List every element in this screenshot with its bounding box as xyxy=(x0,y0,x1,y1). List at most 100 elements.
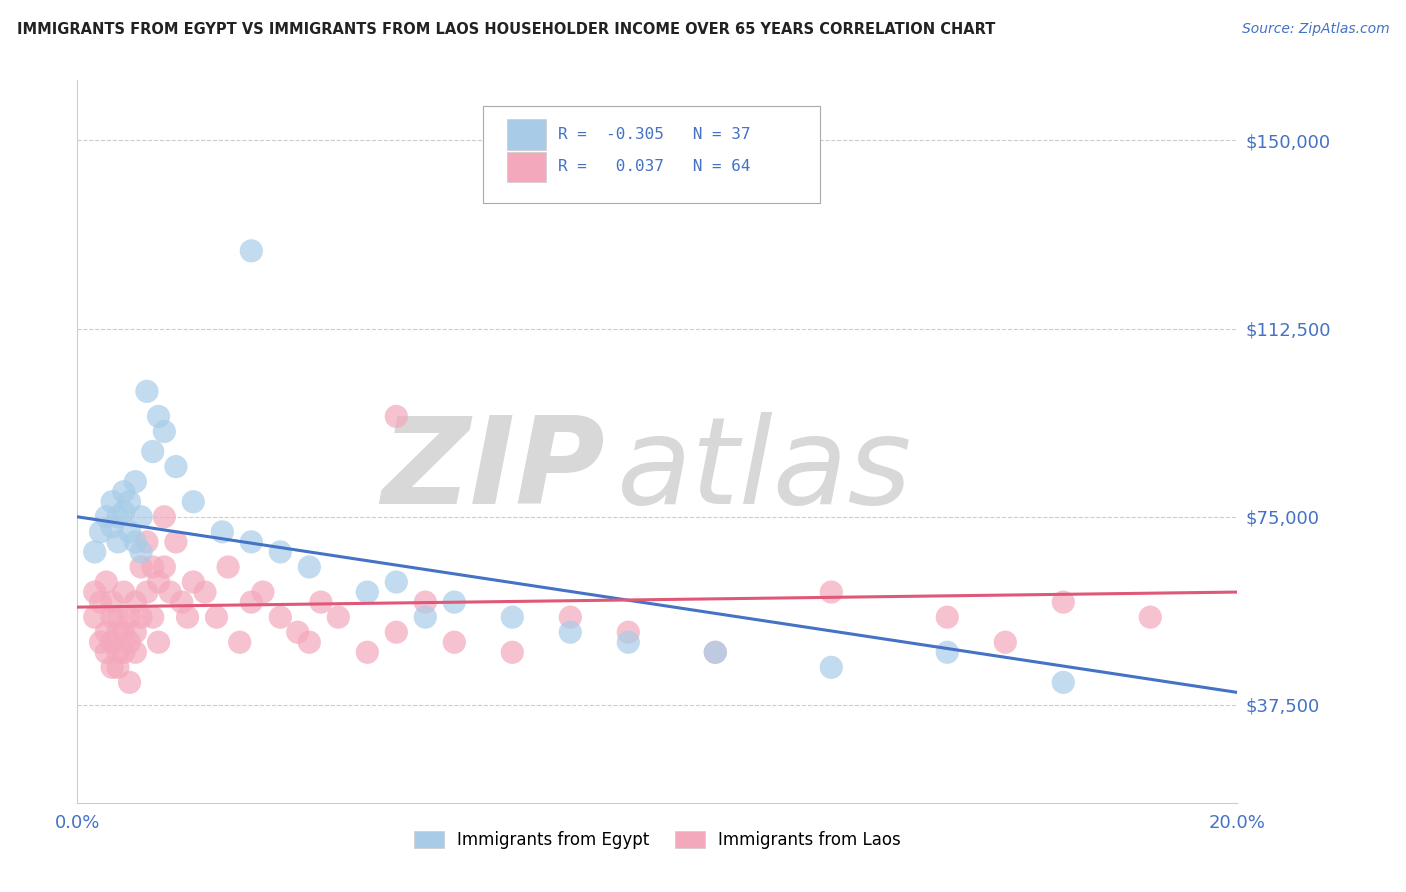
Point xyxy=(936,610,959,624)
Point xyxy=(298,560,321,574)
Point xyxy=(148,574,170,589)
Point xyxy=(501,645,523,659)
Point xyxy=(136,585,159,599)
Point xyxy=(217,560,239,574)
Point xyxy=(107,509,129,524)
Point xyxy=(153,509,176,524)
Point xyxy=(107,610,129,624)
Point xyxy=(124,595,146,609)
Point xyxy=(252,585,274,599)
Point xyxy=(118,494,141,508)
Point xyxy=(148,409,170,424)
Point xyxy=(269,610,291,624)
Point xyxy=(385,409,408,424)
Point xyxy=(101,635,124,649)
Point xyxy=(107,660,129,674)
Point xyxy=(704,645,727,659)
Point xyxy=(112,585,135,599)
Point xyxy=(153,425,176,439)
Point xyxy=(617,635,640,649)
FancyBboxPatch shape xyxy=(506,120,546,150)
Text: Source: ZipAtlas.com: Source: ZipAtlas.com xyxy=(1241,22,1389,37)
Point xyxy=(356,645,378,659)
Point xyxy=(107,625,129,640)
Point xyxy=(385,574,408,589)
Point xyxy=(112,645,135,659)
Point xyxy=(101,610,124,624)
Point xyxy=(240,244,263,258)
Point xyxy=(936,645,959,659)
Point xyxy=(1139,610,1161,624)
Point xyxy=(142,444,165,458)
Point xyxy=(228,635,252,649)
Point xyxy=(994,635,1017,649)
Point xyxy=(101,494,124,508)
Point xyxy=(269,545,291,559)
Point xyxy=(205,610,228,624)
Point xyxy=(124,534,146,549)
Point xyxy=(560,625,582,640)
Point xyxy=(413,610,436,624)
Point xyxy=(240,595,263,609)
Point xyxy=(118,635,141,649)
Text: atlas: atlas xyxy=(617,412,912,529)
Point xyxy=(176,610,198,624)
Point xyxy=(142,610,165,624)
FancyBboxPatch shape xyxy=(506,152,546,182)
Point xyxy=(101,520,124,534)
Point xyxy=(183,494,205,508)
Point xyxy=(443,635,465,649)
Point xyxy=(83,585,105,599)
Point xyxy=(560,610,582,624)
Point xyxy=(356,585,378,599)
FancyBboxPatch shape xyxy=(484,105,820,203)
Point xyxy=(501,610,523,624)
Point xyxy=(165,459,187,474)
Point xyxy=(148,635,170,649)
Point xyxy=(112,484,135,499)
Text: R =   0.037   N = 64: R = 0.037 N = 64 xyxy=(558,160,749,175)
Point xyxy=(820,585,842,599)
Point xyxy=(129,610,152,624)
Point xyxy=(129,509,152,524)
Point xyxy=(124,625,146,640)
Point xyxy=(1052,675,1074,690)
Point xyxy=(183,574,205,589)
Point xyxy=(112,505,135,519)
Point xyxy=(820,660,842,674)
Text: IMMIGRANTS FROM EGYPT VS IMMIGRANTS FROM LAOS HOUSEHOLDER INCOME OVER 65 YEARS C: IMMIGRANTS FROM EGYPT VS IMMIGRANTS FROM… xyxy=(17,22,995,37)
Point xyxy=(129,560,152,574)
Point xyxy=(107,534,129,549)
Point xyxy=(118,610,141,624)
Point xyxy=(385,625,408,640)
Point xyxy=(443,595,465,609)
Point xyxy=(328,610,350,624)
Point xyxy=(413,595,436,609)
Point xyxy=(165,534,187,549)
Point xyxy=(101,595,124,609)
Legend: Immigrants from Egypt, Immigrants from Laos: Immigrants from Egypt, Immigrants from L… xyxy=(408,824,907,856)
Point xyxy=(153,560,176,574)
Point xyxy=(83,545,105,559)
Point xyxy=(240,534,263,549)
Point xyxy=(142,560,165,574)
Point xyxy=(309,595,332,609)
Point xyxy=(90,524,111,539)
Point xyxy=(90,595,111,609)
Point xyxy=(136,534,159,549)
Point xyxy=(118,524,141,539)
Point xyxy=(129,545,152,559)
Point xyxy=(136,384,159,399)
Text: R =  -0.305   N = 37: R = -0.305 N = 37 xyxy=(558,127,749,142)
Point xyxy=(96,625,118,640)
Point xyxy=(96,509,118,524)
Point xyxy=(170,595,193,609)
Point xyxy=(287,625,309,640)
Point xyxy=(124,475,146,489)
Point xyxy=(194,585,217,599)
Point xyxy=(107,645,129,659)
Point xyxy=(83,610,105,624)
Point xyxy=(617,625,640,640)
Point xyxy=(112,625,135,640)
Point xyxy=(124,645,146,659)
